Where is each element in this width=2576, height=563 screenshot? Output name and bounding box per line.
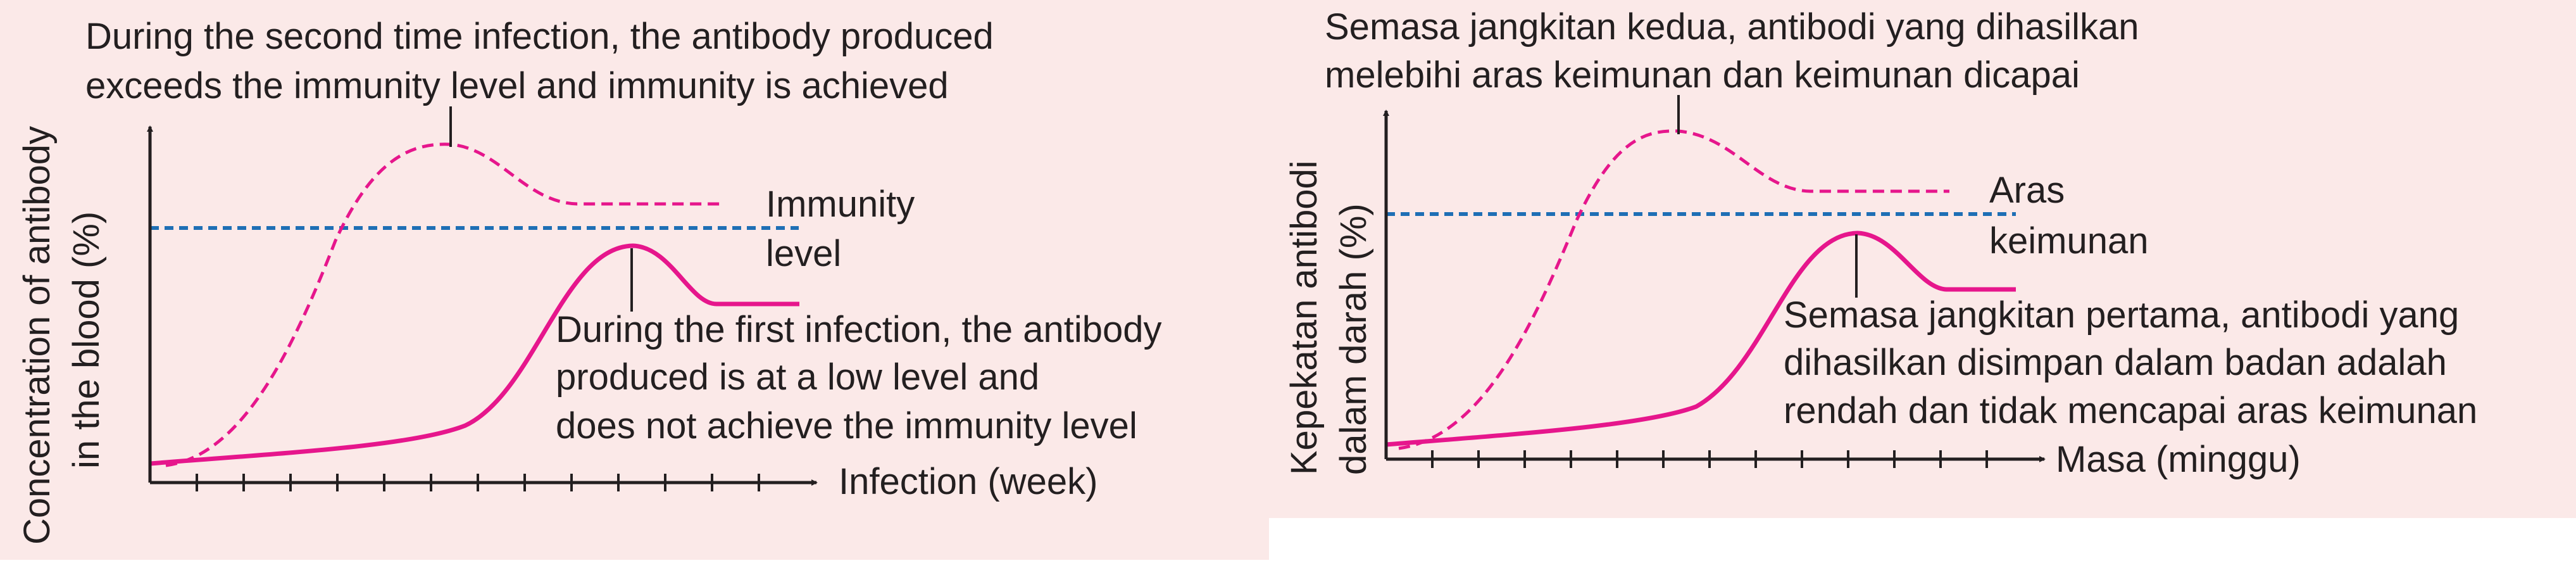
y-axis-label: Kepekatan antibodi dalam darah (%) [1284, 150, 1374, 475]
y-axis-label-line: in the blood (%) [66, 212, 107, 469]
immunity-level-label: Aras keimunan [1989, 170, 2148, 262]
second-infection-curve [1398, 129, 1949, 450]
second-infection-annotation: Semasa jangkitan kedua, antibodi yang di… [1325, 6, 2149, 96]
x-axis-ticks [1431, 450, 1988, 468]
second-infection-annotation-line: During the second time infection, the an… [85, 16, 994, 57]
first-infection-annotation-line: does not achieve the immunity level [556, 405, 1137, 446]
immunity-level-label: Immunity level [766, 184, 925, 274]
first-infection-annotation-line: produced is at a low level and [556, 357, 1039, 398]
first-infection-annotation-line: rendah dan tidak mencapai aras keimunan [1784, 390, 2477, 431]
first-infection-annotation-line: dihasilkan disimpan dalam badan adalah [1784, 342, 2447, 383]
y-axis-label-line: dalam darah (%) [1333, 203, 1374, 475]
panel-english-background [0, 0, 1269, 560]
immunity-level-label-line: keimunan [1989, 220, 2148, 262]
immunity-level-label-line: level [766, 233, 841, 274]
first-infection-annotation-line: Semasa jangkitan pertama, antibodi yang [1784, 294, 2459, 336]
immunity-level-label-line: Aras [1989, 170, 2065, 211]
x-axis-label: Infection (week) [839, 461, 1097, 502]
first-infection-annotation: During the first infection, the antibody… [556, 309, 1172, 446]
x-axis-ticks [196, 474, 760, 491]
first-infection-curve [149, 243, 799, 466]
panel-malay: Semasa jangkitan kedua, antibodi yang di… [1269, 0, 2576, 518]
immunity-level-label-line: Immunity [766, 184, 915, 225]
second-infection-annotation: During the second time infection, the an… [85, 16, 1004, 106]
panel-malay-background [1269, 0, 2576, 518]
x-axis-label: Masa (minggu) [2056, 439, 2301, 480]
first-infection-annotation: Semasa jangkitan pertama, antibodi yang … [1784, 294, 2477, 431]
first-infection-annotation-line: During the first infection, the antibody [556, 309, 1162, 350]
second-infection-curve [165, 142, 722, 467]
panel-english: During the second time infection, the an… [0, 0, 1269, 560]
second-infection-annotation-line: exceeds the immunity level and immunity … [85, 65, 949, 106]
first-infection-curve [1385, 231, 2016, 447]
y-axis-label: Concentration of antibody in the blood (… [16, 116, 107, 545]
y-axis-label-line: Kepekatan antibodi [1284, 160, 1325, 475]
y-axis-label-line: Concentration of antibody [16, 126, 58, 545]
second-infection-annotation-line: Semasa jangkitan kedua, antibodi yang di… [1325, 6, 2139, 47]
second-infection-annotation-line: melebihi aras keimunan dan keimunan dica… [1325, 54, 2080, 96]
